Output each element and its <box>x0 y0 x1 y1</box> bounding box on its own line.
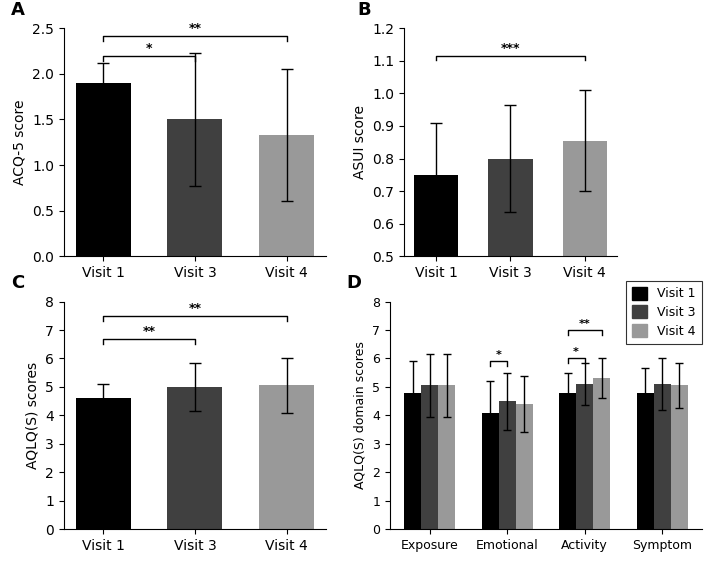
Bar <box>259 135 314 256</box>
Bar <box>167 387 223 529</box>
Text: *: * <box>146 42 152 55</box>
Bar <box>76 398 130 529</box>
Y-axis label: AQLQ(S) domain scores: AQLQ(S) domain scores <box>354 341 367 489</box>
Bar <box>654 384 671 529</box>
Bar <box>438 386 455 529</box>
Bar <box>414 175 459 419</box>
Bar <box>167 119 223 256</box>
Bar <box>404 393 421 529</box>
Text: **: ** <box>143 324 155 337</box>
Y-axis label: ASUI score: ASUI score <box>352 105 367 179</box>
Text: A: A <box>11 1 26 19</box>
Bar <box>481 413 498 529</box>
Y-axis label: ACQ-5 score: ACQ-5 score <box>13 100 26 185</box>
Text: D: D <box>346 274 362 292</box>
Bar <box>576 384 593 529</box>
Bar <box>559 393 576 529</box>
Bar <box>421 386 438 529</box>
Text: **: ** <box>579 319 591 329</box>
Bar <box>76 83 130 256</box>
Bar <box>562 141 607 419</box>
Text: C: C <box>11 274 25 292</box>
Bar <box>637 393 654 529</box>
Text: *: * <box>573 348 579 357</box>
Bar <box>259 386 314 529</box>
Text: **: ** <box>189 22 201 35</box>
Bar <box>489 159 532 419</box>
Bar <box>671 386 688 529</box>
Bar <box>498 401 515 529</box>
Text: ***: *** <box>501 42 520 55</box>
Text: B: B <box>357 1 371 19</box>
Text: **: ** <box>189 302 201 315</box>
Bar <box>593 378 610 529</box>
Text: *: * <box>496 351 501 360</box>
Bar <box>515 404 532 529</box>
Y-axis label: AQLQ(S) scores: AQLQ(S) scores <box>26 362 40 469</box>
Legend: Visit 1, Visit 3, Visit 4: Visit 1, Visit 3, Visit 4 <box>626 281 702 344</box>
